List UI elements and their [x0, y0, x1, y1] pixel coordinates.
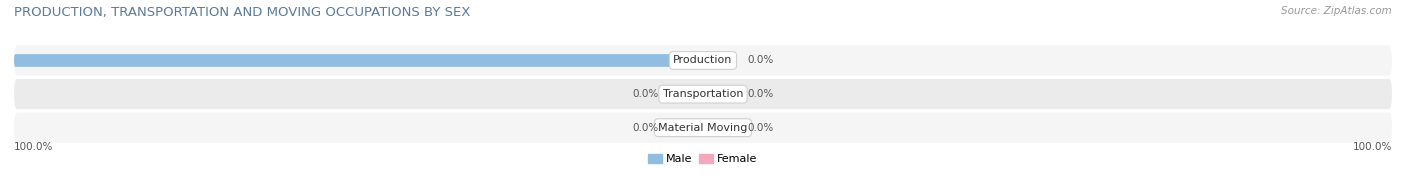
FancyBboxPatch shape [14, 79, 1392, 109]
FancyBboxPatch shape [14, 113, 1392, 143]
Legend: Male, Female: Male, Female [644, 149, 762, 169]
Text: PRODUCTION, TRANSPORTATION AND MOVING OCCUPATIONS BY SEX: PRODUCTION, TRANSPORTATION AND MOVING OC… [14, 6, 471, 19]
Text: 0.0%: 0.0% [631, 89, 658, 99]
Text: Source: ZipAtlas.com: Source: ZipAtlas.com [1281, 6, 1392, 16]
FancyBboxPatch shape [14, 54, 703, 67]
Text: 0.0%: 0.0% [748, 89, 775, 99]
Text: Production: Production [673, 55, 733, 65]
FancyBboxPatch shape [14, 45, 1392, 76]
Text: 100.0%: 100.0% [14, 142, 53, 152]
Text: 0.0%: 0.0% [748, 123, 775, 133]
FancyBboxPatch shape [672, 121, 703, 134]
Text: 0.0%: 0.0% [631, 123, 658, 133]
FancyBboxPatch shape [703, 88, 734, 101]
FancyBboxPatch shape [672, 88, 703, 101]
Text: 100.0%: 100.0% [1353, 142, 1392, 152]
Text: Transportation: Transportation [662, 89, 744, 99]
FancyBboxPatch shape [703, 54, 734, 67]
FancyBboxPatch shape [703, 121, 734, 134]
Text: 0.0%: 0.0% [748, 55, 775, 65]
Text: Material Moving: Material Moving [658, 123, 748, 133]
